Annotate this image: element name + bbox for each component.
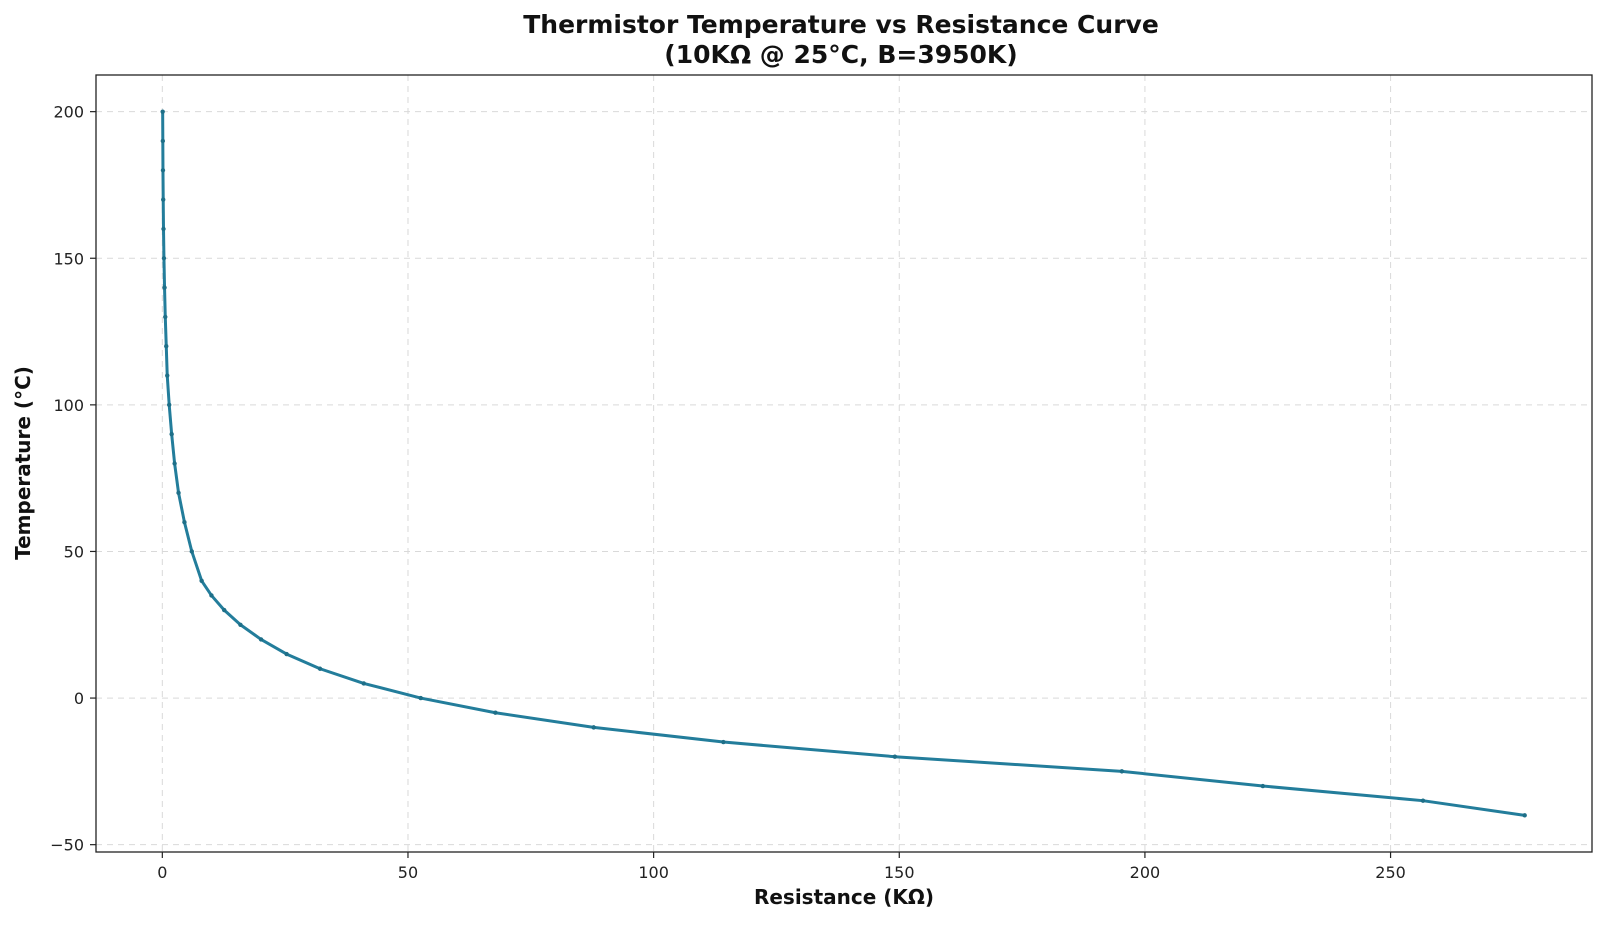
plot-area-frame	[95, 74, 1593, 853]
data-point-21	[284, 651, 289, 657]
x-tick-label-4: 200	[1130, 863, 1161, 882]
data-point-14	[182, 519, 187, 525]
data-point-27	[721, 739, 726, 745]
data-point-26	[591, 725, 596, 730]
data-point-25	[493, 710, 498, 715]
data-point-23	[361, 681, 366, 686]
y-tick-label-1: 0	[74, 689, 84, 708]
chart-title: Thermistor Temperature vs Resistance Cur…	[523, 10, 1159, 39]
y-tick-label-5: 200	[53, 103, 84, 122]
data-point-16	[199, 578, 204, 583]
data-point-8	[164, 344, 169, 349]
x-tick-label-1: 50	[398, 863, 418, 882]
data-point-2	[160, 168, 166, 173]
data-point-7	[163, 314, 168, 320]
y-tick-label-0: −50	[50, 836, 84, 855]
y-tick-label-4: 150	[53, 249, 84, 268]
data-point-12	[172, 461, 177, 466]
data-point-15	[189, 549, 195, 554]
data-point-3	[161, 197, 166, 202]
data-point-0	[160, 109, 165, 114]
data-point-24	[418, 695, 423, 701]
data-point-10	[167, 402, 172, 408]
data-point-13	[176, 490, 181, 496]
data-series	[160, 109, 1527, 818]
x-tick-label-5: 250	[1375, 863, 1406, 882]
series-line-0	[161, 110, 1527, 817]
data-point-29	[1119, 769, 1125, 774]
x-tick-label-3: 150	[884, 863, 915, 882]
data-point-6	[162, 285, 167, 290]
data-point-22	[317, 666, 323, 671]
data-point-28	[892, 754, 898, 759]
x-tick-label-0: 0	[157, 863, 167, 882]
data-point-4	[161, 226, 166, 232]
data-point-32	[1522, 813, 1527, 818]
x-tick-label-2: 100	[638, 863, 669, 882]
chart-subtitle: (10KΩ @ 25°C, B=3950K)	[664, 40, 1017, 69]
y-axis-label: Temperature (°C)	[11, 366, 35, 560]
grid-lines	[96, 75, 1592, 852]
data-point-17	[209, 593, 214, 598]
data-point-1	[160, 138, 166, 144]
y-axis-ticks: −50 0 50 100 150 200	[50, 103, 96, 855]
data-point-5	[161, 256, 167, 261]
x-axis-ticks: 0 50 100 150 200 250	[157, 852, 1406, 882]
data-point-19	[238, 622, 243, 627]
y-tick-label-3: 100	[53, 396, 84, 415]
y-tick-label-2: 50	[64, 542, 84, 561]
data-point-20	[258, 637, 264, 642]
x-axis-label: Resistance (KΩ)	[754, 885, 934, 909]
data-point-30	[1260, 783, 1266, 789]
data-point-31	[1420, 798, 1426, 803]
data-point-9	[165, 373, 170, 378]
data-point-18	[222, 607, 227, 613]
data-point-11	[169, 431, 174, 437]
